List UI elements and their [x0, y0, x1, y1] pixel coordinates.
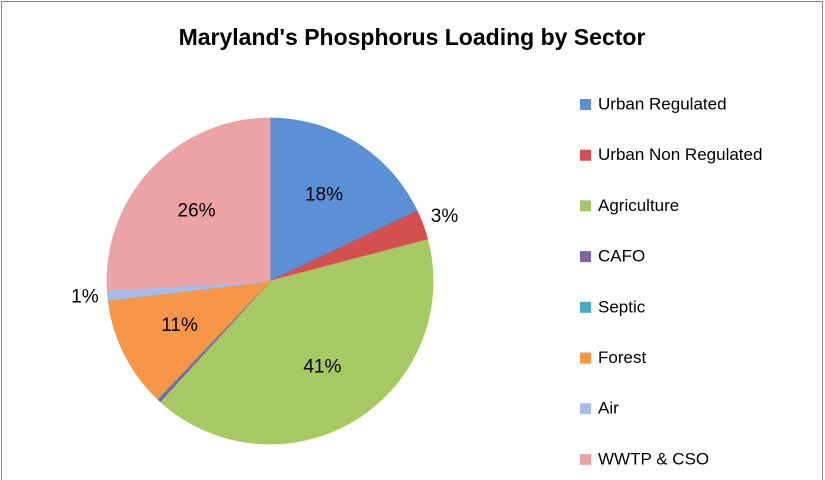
legend-label: Agriculture	[598, 196, 679, 215]
legend-swatch	[580, 301, 591, 313]
legend-swatch	[580, 352, 591, 364]
legend-swatch	[580, 453, 591, 465]
data-label: 41%	[303, 356, 341, 377]
legend-swatch	[580, 200, 591, 212]
pie-slice	[106, 117, 271, 291]
legend-swatch	[580, 99, 591, 110]
pie-slice	[159, 239, 434, 445]
pie-slice	[107, 280, 272, 400]
data-label: 26%	[178, 201, 216, 222]
legend-swatch	[580, 403, 591, 415]
chart-title: Maryland's Phosphorus Loading by Sector	[179, 24, 646, 50]
data-label: 3%	[431, 206, 459, 227]
legend-label: Forest	[598, 348, 646, 367]
legend-swatch	[580, 251, 591, 263]
data-label: 1%	[71, 286, 99, 307]
legend-label: Urban Regulated	[598, 94, 727, 113]
legend-label: WWTP & CSO	[598, 449, 709, 468]
legend-label: Septic	[598, 297, 646, 316]
legend-label: Urban Non Regulated	[598, 145, 762, 164]
legend-label: Air	[598, 399, 619, 418]
data-label: 11%	[161, 315, 198, 336]
legend-label: CAFO	[598, 247, 645, 266]
legend-swatch	[580, 149, 591, 161]
pie-slice	[269, 117, 418, 282]
data-label: 18%	[305, 185, 343, 206]
